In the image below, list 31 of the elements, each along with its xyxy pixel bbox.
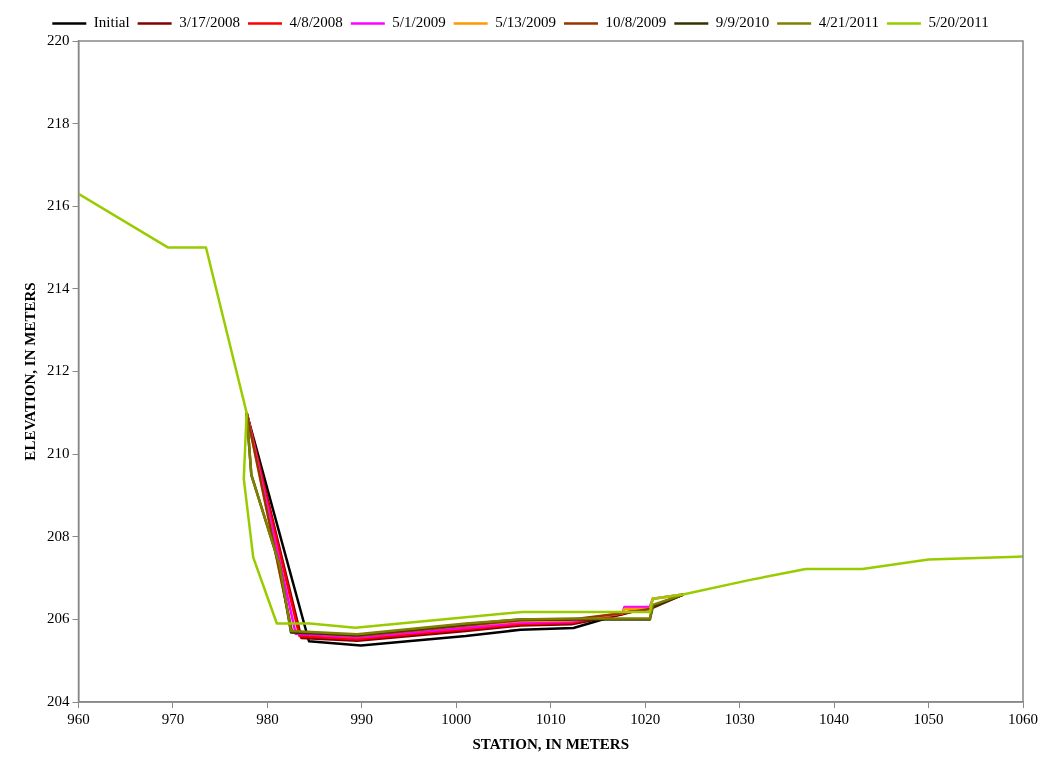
x-tick-label: 1010 xyxy=(535,710,566,727)
legend-label: 5/1/2009 xyxy=(392,14,446,31)
x-tick-label: 970 xyxy=(161,710,185,727)
x-tick-label: 1060 xyxy=(1008,710,1038,727)
x-axis-title: STATION, IN METERS xyxy=(472,735,630,752)
x-tick-label: 990 xyxy=(350,710,374,727)
y-axis-title: ELEVATION, IN METERS xyxy=(21,282,38,461)
legend-label: 9/9/2010 xyxy=(715,14,770,31)
y-tick-label: 206 xyxy=(47,610,70,627)
x-tick-label: 1030 xyxy=(724,710,755,727)
legend-label: 5/13/2009 xyxy=(495,14,556,31)
y-tick-label: 218 xyxy=(47,114,70,131)
legend-label: Initial xyxy=(93,14,130,31)
x-tick-label: 1050 xyxy=(913,710,944,727)
x-tick-label: 980 xyxy=(256,710,279,727)
legend-label: 10/8/2009 xyxy=(605,14,667,31)
y-tick-label: 212 xyxy=(47,362,70,379)
legend-label: 4/21/2011 xyxy=(818,14,879,31)
y-tick-label: 208 xyxy=(47,527,70,544)
y-tick-label: 204 xyxy=(47,692,70,709)
x-tick-label: 1000 xyxy=(441,710,472,727)
y-tick-label: 210 xyxy=(47,445,70,462)
y-tick-label: 216 xyxy=(47,197,70,214)
legend-label: 3/17/2008 xyxy=(179,14,240,31)
x-tick-label: 1020 xyxy=(630,710,661,727)
legend-label: 5/20/2011 xyxy=(928,14,989,31)
y-tick-label: 220 xyxy=(47,31,70,48)
x-tick-label: 960 xyxy=(67,710,90,727)
legend-label: 4/8/2008 xyxy=(289,14,343,31)
x-tick-label: 1040 xyxy=(819,710,850,727)
y-tick-label: 214 xyxy=(47,279,70,296)
